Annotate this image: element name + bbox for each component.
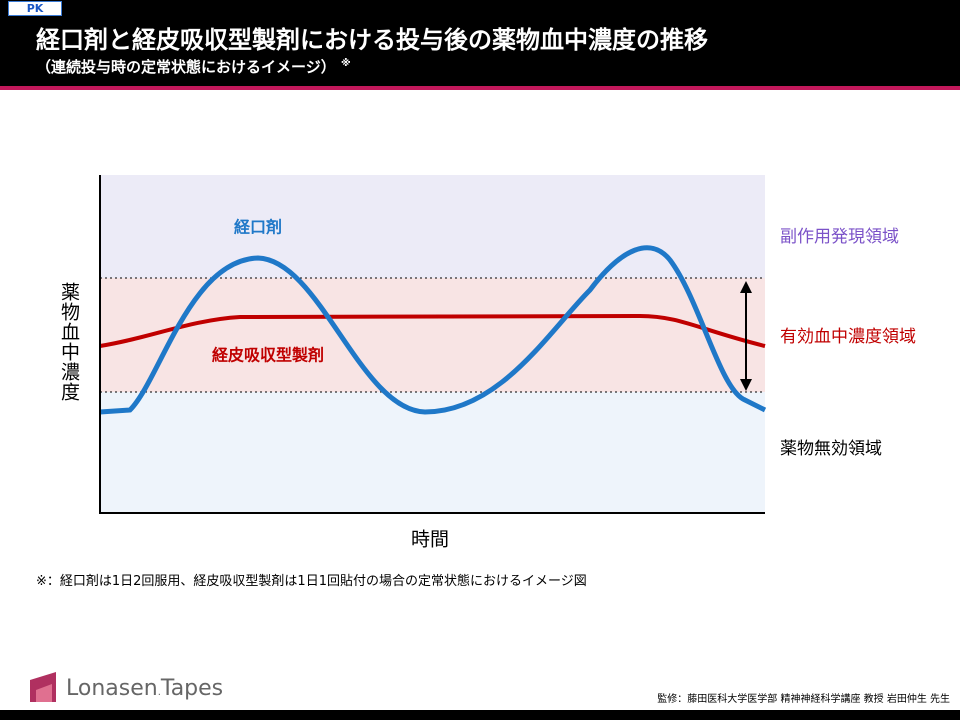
- y-label: 薬物血中濃度: [58, 282, 80, 402]
- zone-label: 有効血中濃度領域: [780, 327, 916, 347]
- arrow-head-up: [740, 281, 752, 293]
- zone-label: 副作用発現領域: [780, 227, 899, 247]
- logo-mark-inner: [36, 684, 52, 702]
- logo-suffix: Tapes: [160, 676, 224, 701]
- patch-curve: [99, 313, 766, 348]
- subtitle: （連続投与時の定常状態におけるイメージ） ※: [36, 56, 351, 77]
- logo: Lonasen.Tapes: [66, 676, 224, 701]
- oral-curve: [99, 245, 767, 415]
- tag: PK: [8, 1, 62, 16]
- header-bar: [0, 0, 960, 86]
- zone-label: 薬物無効領域: [780, 439, 882, 459]
- series-label: 経皮吸収型製剤: [212, 346, 324, 365]
- x-label: 時間: [411, 529, 449, 551]
- zone-side-effect: [100, 175, 765, 278]
- arrow-head-down: [740, 379, 752, 391]
- logo-name: Lonasen: [66, 676, 158, 701]
- footnote: ※：経口剤は1日2回服用、経皮吸収型製剤は1日1回貼付の場合の定常状態におけるイ…: [36, 574, 587, 589]
- credit: 監修：藤田医科大学医学部 精神神経科学講座 教授 岩田仲生 先生: [657, 694, 950, 705]
- subtitle-text: （連続投与時の定常状態におけるイメージ）: [36, 58, 336, 76]
- title: 経口剤と経皮吸収型製剤における投与後の薬物血中濃度の推移: [36, 26, 708, 54]
- header-accent: [0, 86, 960, 90]
- subtitle-mark: ※: [340, 58, 351, 69]
- footer-bar: [0, 710, 960, 720]
- zone-effective: [100, 278, 765, 392]
- series-label: 経口剤: [234, 218, 282, 237]
